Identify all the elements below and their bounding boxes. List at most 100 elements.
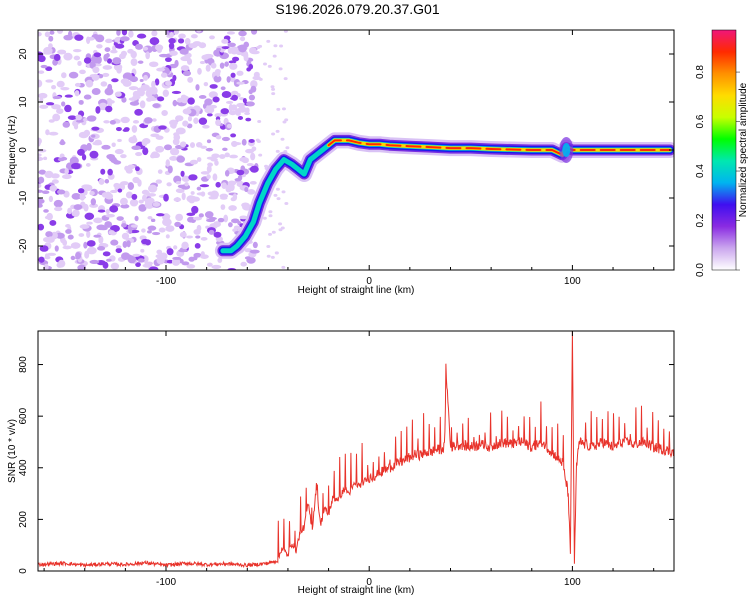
spectrogram-noise-blob — [134, 215, 139, 222]
spectrogram-noise-blob — [219, 62, 225, 69]
colorbar-tick-label: 0.6 — [695, 114, 706, 128]
spectrogram-noise-blob — [186, 264, 196, 269]
spectrogram-noise-blob — [164, 214, 171, 219]
spectrogram-noise-blob — [280, 226, 285, 230]
spectrogram-noise-blob — [71, 162, 81, 170]
spectrogram-noise-blob — [100, 81, 108, 87]
spectrogram-noise-blob — [176, 155, 185, 163]
spectrogram-noise-blob — [256, 140, 261, 144]
spectrogram-noise-blob — [140, 248, 145, 253]
spectrogram-noise-blob — [91, 87, 101, 96]
spectrogram-noise-blob — [191, 205, 199, 214]
spectrogram-noise-blob — [61, 174, 72, 180]
spectrogram-noise-blob — [217, 217, 225, 223]
spectrogram-noise-blob — [93, 52, 102, 58]
spectrogram-noise-blob — [39, 97, 44, 103]
spectrogram-noise-blob — [164, 57, 172, 63]
spectrogram-noise-blob — [84, 212, 95, 220]
spectrogram-noise-blob — [213, 75, 222, 83]
spectrogram-noise-blob — [173, 134, 181, 141]
spectrogram-noise-blob — [245, 117, 252, 122]
spectrogram-noise-blob — [165, 225, 175, 232]
spectrogram-noise-blob — [86, 240, 96, 247]
spectrogram-noise-blob — [110, 239, 119, 246]
spectrogram-noise-blob — [75, 114, 83, 121]
spectrogram-noise-blob — [211, 264, 222, 270]
spectrogram-noise-blob — [147, 87, 158, 91]
spectrogram-noise-blob — [284, 201, 289, 205]
spectrogram-noise-blob — [201, 54, 210, 60]
spectrogram-noise-blob — [165, 234, 170, 239]
spectrogram-noise-blob — [284, 118, 289, 122]
spectrogram-noise-blob — [64, 168, 69, 175]
spectrogram-noise-blob — [45, 102, 55, 106]
spectrogram-noise-blob — [83, 241, 88, 249]
spectrogram-noise-blob — [138, 204, 147, 212]
spectrogram-noise-blob — [272, 54, 277, 58]
colorbar-frame — [711, 29, 737, 271]
spectrogram-noise-blob — [237, 175, 243, 181]
spectrogram-noise-blob — [220, 108, 230, 115]
colorbar-gradient — [712, 30, 736, 270]
spectrogram-noise-blob — [120, 154, 127, 159]
spectrogram-noise-blob — [99, 226, 108, 231]
spectrogram-noise-blob — [239, 215, 248, 220]
spectrogram-noise-blob — [275, 149, 280, 153]
spectrogram-noise-blob — [189, 159, 198, 165]
spectrogram-noise-blob — [190, 191, 195, 195]
spectrogram-noise-blob — [39, 104, 49, 109]
spectrogram-noise-blob — [209, 35, 215, 40]
spectrogram-noise-blob — [115, 247, 123, 254]
spectrogram-noise-blob — [131, 125, 138, 133]
spectrogram-noise-blob — [43, 51, 52, 55]
spectrogram-noise-blob — [229, 154, 239, 159]
spectrogram-noise-blob — [200, 171, 210, 175]
spectrogram-noise-blob — [81, 153, 87, 161]
spectrogram-noise-blob — [258, 77, 263, 81]
snr-frame — [37, 330, 675, 572]
spectrogram-noise-blob — [49, 185, 58, 192]
spectrogram-noise-blob — [180, 170, 185, 177]
spectrogram-noise-blob — [231, 142, 242, 146]
spectrogram-noise-blob — [195, 142, 203, 148]
spectrogram-noise-blob — [161, 109, 168, 116]
spectrogram-noise-blob — [46, 236, 55, 243]
spectrogram-noise-blob — [60, 86, 70, 91]
spectrogram-noise-blob — [155, 179, 162, 184]
spectrogram-noise-blob — [166, 248, 174, 256]
spectrogram-noise-blob — [271, 87, 276, 91]
spectrogram-y-tick-label: 0 — [18, 147, 29, 153]
spectrogram-noise-blob — [51, 104, 61, 110]
spectrogram-noise-blob — [206, 174, 211, 180]
spectrogram-noise-blob — [278, 222, 283, 226]
spectrogram-noise-blob — [187, 115, 193, 122]
spectrogram-noise-blob — [226, 76, 231, 83]
spectrogram-noise-blob — [129, 199, 139, 207]
spectrogram-noise-blob — [179, 231, 187, 238]
spectrogram-noise-blob — [96, 44, 103, 49]
spectrogram-noise-blob — [196, 30, 202, 33]
spectrogram-noise-blob — [276, 197, 281, 201]
spectrogram-noise-blob — [103, 120, 110, 124]
spectrogram-noise-blob — [43, 156, 48, 161]
spectrogram-noise-blob — [186, 212, 196, 216]
spectrogram-noise-blob — [285, 146, 290, 150]
spectrogram-noise-blob — [177, 38, 185, 44]
spectrogram-noise-blob — [135, 43, 143, 50]
spectrogram-noise-blob — [121, 30, 128, 36]
spectrogram-noise-blob — [127, 164, 136, 170]
spectrogram-noise-blob — [174, 221, 182, 228]
spectrogram-noise-blob — [54, 245, 59, 252]
spectrogram-noise-blob — [94, 63, 102, 67]
spectrogram-noise-blob — [163, 193, 169, 202]
spectrogram-y-tick-label: -10 — [18, 190, 29, 205]
spectrogram-noise-blob — [199, 184, 210, 188]
spectrogram-noise-blob — [203, 82, 209, 87]
spectrogram-noise-blob — [121, 96, 127, 103]
spectrogram-noise-blob — [141, 139, 148, 147]
spectrogram-track — [214, 132, 674, 259]
spectrogram-noise-blob — [242, 97, 247, 104]
spectrogram-noise-blob — [228, 222, 233, 228]
spectrogram-noise-blob — [147, 225, 157, 231]
spectrogram-noise-blob — [137, 179, 142, 187]
